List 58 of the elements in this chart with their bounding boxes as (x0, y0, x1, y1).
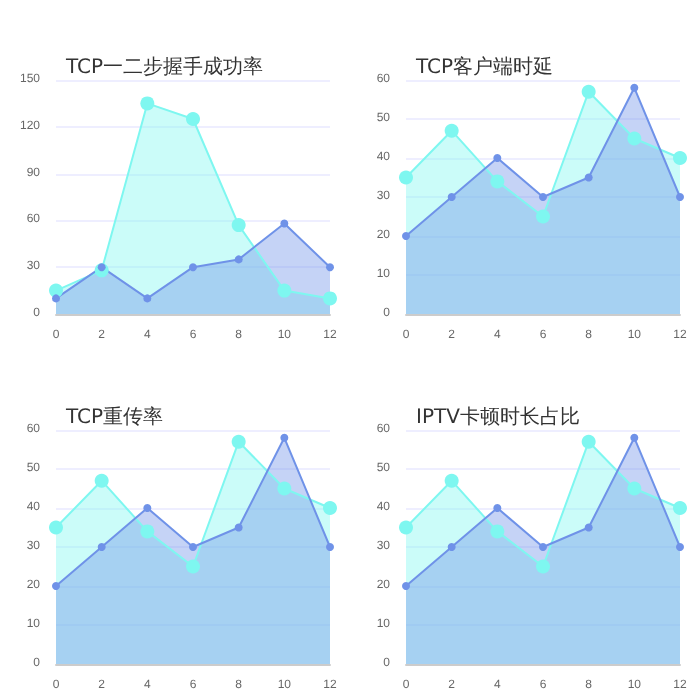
point (323, 291, 337, 306)
point (186, 559, 200, 574)
chart-title: TCP客户端时延 (414, 55, 554, 79)
chart-title: TCP重传率 (64, 405, 164, 429)
point (277, 481, 292, 496)
point (231, 218, 246, 233)
point (97, 543, 106, 551)
point (581, 84, 596, 99)
point (143, 294, 152, 303)
point (402, 582, 410, 590)
point (584, 523, 593, 532)
point (673, 151, 687, 165)
chart-title: TCP一二步握手成功率 (64, 55, 264, 79)
point (676, 193, 684, 201)
point (402, 232, 410, 240)
point (280, 433, 289, 442)
point (189, 263, 197, 272)
point (444, 123, 459, 138)
point (399, 170, 413, 185)
point (231, 434, 246, 449)
point (189, 543, 197, 551)
point (627, 131, 642, 146)
point (539, 543, 547, 551)
point (52, 294, 60, 303)
point (234, 523, 243, 532)
chart-title: IPTV卡顿时长占比 (416, 405, 580, 429)
point (49, 520, 63, 535)
point (52, 582, 60, 590)
point (627, 481, 642, 496)
point (444, 473, 459, 488)
point (447, 543, 456, 551)
point (234, 255, 243, 264)
point (630, 83, 639, 92)
point (673, 501, 687, 515)
point (539, 193, 547, 201)
point (97, 263, 106, 272)
point (676, 543, 684, 551)
point (630, 433, 639, 442)
point (536, 559, 550, 574)
point (536, 209, 550, 224)
point (584, 173, 593, 182)
point (493, 504, 502, 512)
point (323, 501, 337, 515)
point (143, 504, 152, 512)
point (490, 524, 505, 539)
point (399, 520, 413, 535)
point (277, 283, 292, 298)
point (490, 174, 505, 189)
point (493, 154, 502, 162)
point (447, 193, 456, 201)
point (326, 263, 334, 272)
point (581, 434, 596, 449)
point (94, 473, 109, 488)
point (280, 219, 289, 228)
point (326, 543, 334, 551)
point (140, 96, 155, 111)
point (186, 112, 200, 126)
point (140, 524, 155, 539)
